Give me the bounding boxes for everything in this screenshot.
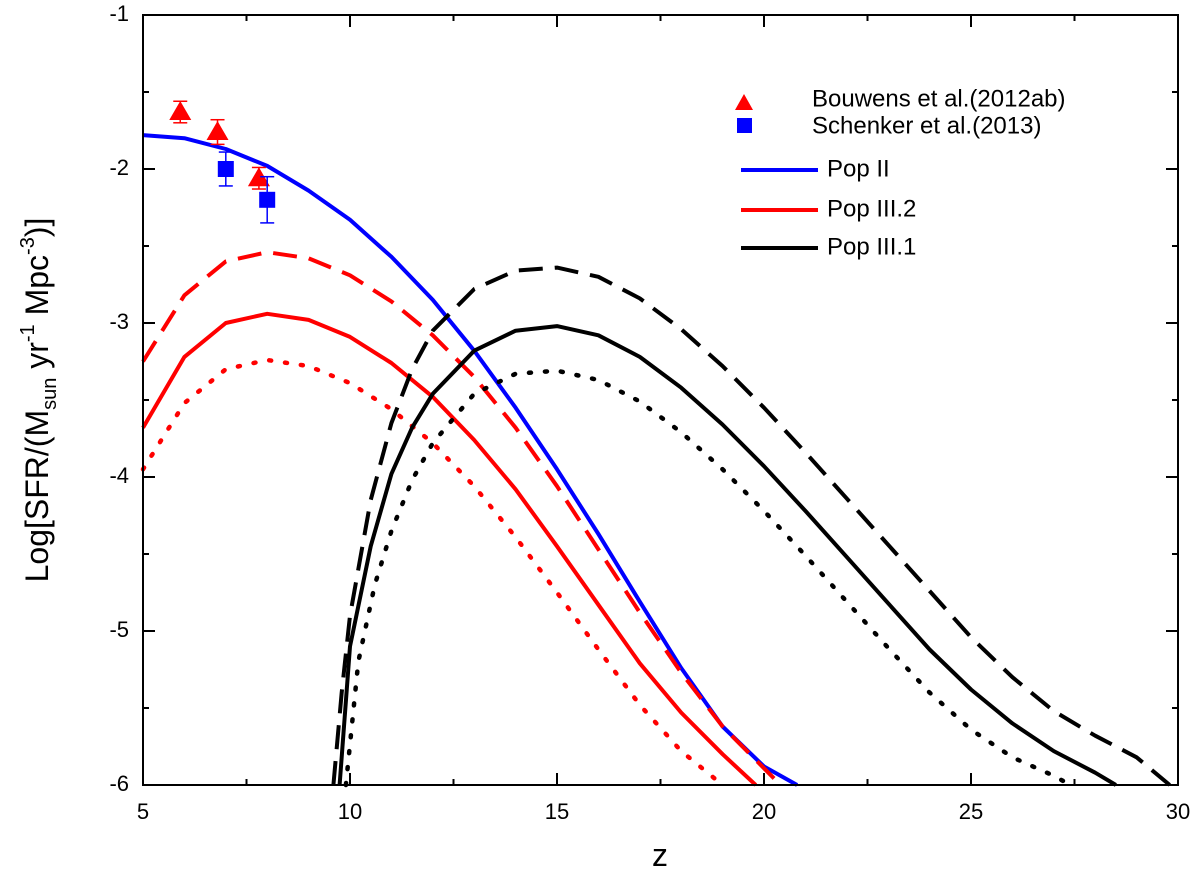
legend-label-schenker: Schenker et al.(2013) bbox=[812, 112, 1041, 139]
triangle-data-point bbox=[169, 101, 192, 121]
tick-labels: 5 10 15 20 25 30 -6 -5 -4 -3 -2 -1 bbox=[109, 1, 1190, 824]
legend-triangle-marker bbox=[735, 94, 753, 110]
x-tick-label: 30 bbox=[1166, 799, 1190, 824]
x-axis-title: z bbox=[652, 837, 668, 873]
axis-ticks bbox=[142, 14, 1179, 786]
x-tick-label: 20 bbox=[752, 799, 776, 824]
observational-data bbox=[169, 100, 276, 224]
square-data-point bbox=[259, 191, 276, 208]
y-tick-label: -1 bbox=[109, 1, 129, 26]
legend: Bouwens et al.(2012ab) Schenker et al.(2… bbox=[735, 85, 1066, 260]
legend-label-bouwens: Bouwens et al.(2012ab) bbox=[812, 85, 1066, 112]
square-data-point bbox=[217, 161, 234, 177]
y-tick-label: -6 bbox=[109, 771, 129, 796]
plot-lines bbox=[140, 133, 1171, 788]
x-tick-label: 25 bbox=[959, 799, 983, 824]
y-tick-label: -4 bbox=[109, 463, 129, 488]
y-tick-label: -5 bbox=[109, 617, 129, 642]
series-line-pop-iii-2-dashed bbox=[141, 250, 783, 787]
y-axis-title: Log[SFR/(Msun yr-1 Mpc-3)] bbox=[17, 218, 61, 583]
triangle-data-point bbox=[206, 121, 229, 141]
series-line-pop-iii-1-dotted bbox=[343, 368, 1073, 788]
series-line-pop-iii-2-solid bbox=[141, 311, 758, 787]
series-line-pop-iii-1-dashed bbox=[331, 265, 1171, 787]
legend-label-pop-ii: Pop II bbox=[827, 155, 890, 182]
x-tick-label: 15 bbox=[545, 799, 569, 824]
series-line-pop-iii-1-solid bbox=[337, 324, 1117, 787]
triangle-data-point bbox=[247, 167, 270, 187]
x-tick-label: 10 bbox=[338, 799, 362, 824]
y-tick-label: -2 bbox=[109, 155, 129, 180]
series-line-pop-ii-solid bbox=[142, 133, 799, 787]
legend-label-pop-iii-2: Pop III.2 bbox=[827, 195, 916, 222]
x-tick-label: 5 bbox=[137, 799, 149, 824]
legend-square-marker bbox=[737, 118, 752, 133]
y-tick-label: -3 bbox=[109, 309, 129, 334]
legend-label-pop-iii-1: Pop III.1 bbox=[827, 233, 916, 260]
series-line-pop-iii-2-dotted bbox=[140, 357, 725, 788]
